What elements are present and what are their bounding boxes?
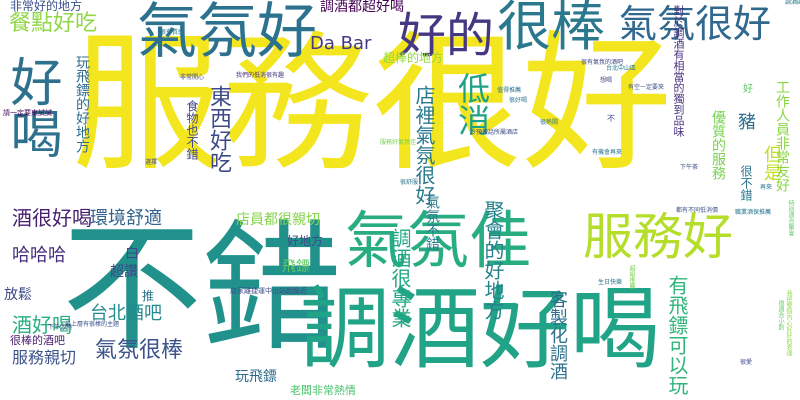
word-53: 職業酒保推薦 — [735, 209, 772, 216]
word-29: 聚會的好地方 — [481, 200, 505, 320]
word-45: 很不錯 — [739, 165, 753, 201]
word-32: 好地方 — [287, 234, 324, 248]
word-41: 優質的服務 — [710, 110, 726, 180]
word-51: 店家離捷運中山站超級近 — [230, 287, 307, 295]
word-52: 都有不同低消價 — [676, 207, 719, 214]
word-68: 很好喝 — [509, 97, 528, 104]
word-40: 食物也不錯 — [185, 100, 199, 160]
word-12: 餐點好吃 — [9, 11, 98, 36]
word-72: 冷預報話所屬酒店 — [470, 129, 519, 136]
word-26: 氣氛很棒 — [95, 338, 184, 363]
word-59: 選擇 — [145, 159, 158, 166]
word-19: 環境舒適 — [90, 208, 162, 229]
word-75: 很有質感 — [160, 29, 185, 36]
word-42: 氣氛不錯 — [424, 195, 440, 251]
word-3: 調酒好喝 — [300, 277, 660, 382]
word-64: 好 — [743, 84, 753, 95]
word-71: 很有氣氛的酒吧 — [581, 59, 624, 66]
word-11: Da Bar — [310, 33, 372, 54]
word-5: 服務好 — [583, 208, 733, 266]
word-33: 飛鏢 — [282, 259, 310, 275]
word-76: 有機會再來 — [592, 149, 623, 156]
word-78: 很熱鬧 — [540, 119, 559, 126]
word-54: 非常開心 — [180, 74, 205, 81]
word-38: 超棒的地方 — [383, 51, 444, 65]
word-1: 服務很好 — [72, 18, 673, 192]
word-24: 酒好喝 — [12, 313, 72, 337]
word-21: 哈哈哈 — [12, 245, 66, 266]
word-55: 下午茶 — [680, 164, 699, 171]
word-39: 玩飛鏢的好地方 — [74, 55, 90, 153]
word-44: 對於調酒有相當的獨到品味 — [672, 5, 685, 137]
word-56: 下午太熱 — [48, 324, 73, 331]
word-9: 好喝 — [1, 55, 61, 159]
word-43: 工作人員非常友好 — [774, 80, 790, 192]
word-22: 超讚 — [110, 264, 138, 280]
word-58: 很愛 — [740, 359, 753, 366]
word-62: 很適合小酌 — [777, 300, 784, 330]
word-50: 請一定要來試試 — [3, 109, 52, 117]
word-66: 有空一定要來 — [628, 84, 665, 91]
word-14: 調酒都超好喝 — [320, 0, 404, 15]
word-34: 放鬆 — [4, 287, 32, 303]
word-28: 調酒很專業 — [388, 228, 412, 328]
word-23: 台北酒吧 — [90, 303, 162, 324]
word-79: 再來 — [760, 184, 773, 191]
word-61: 我把整個內心好好的表達 — [785, 290, 792, 356]
word-27: 玩飛鏢 — [235, 369, 277, 385]
word-80: 調酒師 — [785, 0, 800, 6]
word-8: 氣氛很好 — [619, 2, 772, 46]
word-2: 不錯 — [62, 208, 343, 371]
word-37: 豬 — [738, 112, 756, 133]
word-60: 想喝 — [600, 77, 613, 84]
word-30: 客製化調酒 — [547, 290, 568, 380]
word-77: 生日快樂 — [598, 279, 623, 286]
word-65: 不 — [607, 114, 615, 123]
word-25: 服務親切 — [12, 348, 77, 367]
word-6: 很棒 — [497, 0, 605, 58]
word-16: 東西好吃 — [206, 85, 231, 173]
word-46: 白 — [125, 246, 139, 262]
word-69: 很舒服 — [400, 179, 419, 186]
word-70: 台北中山區 — [606, 65, 637, 72]
word-7: 氣氛好 — [137, 0, 317, 67]
word-67: 值得推薦 — [497, 87, 522, 94]
word-4: 氣氛佳 — [345, 204, 532, 277]
word-20: 店員都很親切 — [236, 212, 320, 228]
word-18: 酒很好喝 — [12, 206, 92, 230]
word-49: 我們的低消很有趣 — [236, 72, 285, 79]
word-36: 但是 — [761, 145, 782, 181]
word-47: 老闆非常熱情 — [290, 384, 356, 397]
word-48: 很棒的酒吧 — [10, 334, 65, 347]
word-73: 超級推薦 — [628, 265, 635, 289]
word-31: 有飛鏢可以玩 — [665, 275, 689, 395]
word-10: 好的 — [398, 8, 495, 64]
word-35: 推 — [142, 289, 155, 303]
word-13: 非常好的地方 — [10, 0, 83, 13]
word-15: 低消 — [453, 72, 491, 136]
word-17: 店裡氣氛很好 — [412, 85, 436, 205]
word-63: 特別適合聚會 — [787, 200, 794, 236]
word-57: 最上層有很棒的主題 — [65, 321, 120, 328]
word-74: 服務好氣氛佳 — [380, 139, 417, 146]
